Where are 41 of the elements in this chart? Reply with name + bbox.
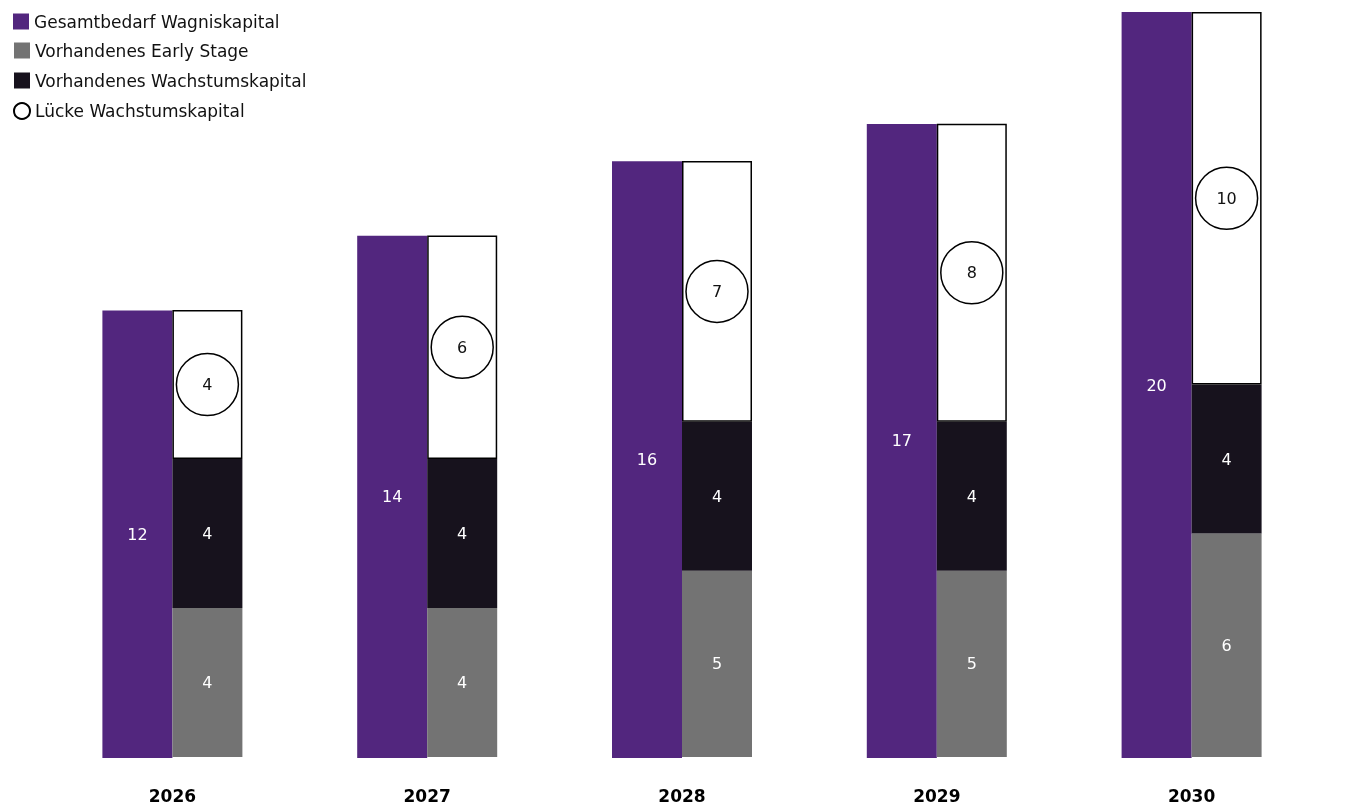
- data-label: 4: [711, 486, 723, 506]
- bar: [936, 570, 1007, 757]
- data-label: 4: [457, 524, 468, 543]
- bar: [357, 235, 428, 758]
- data-label: 16: [636, 450, 658, 470]
- legend-label: Vorhandenes Wachstumskapital: [35, 70, 307, 91]
- data-label: 4: [966, 486, 977, 506]
- data-label: 4: [202, 524, 213, 543]
- data-label: 20: [1146, 375, 1167, 395]
- bar: [682, 421, 752, 571]
- data-label: 4: [457, 673, 468, 692]
- data-label: 5: [711, 654, 723, 674]
- x-tick-label: 2028: [658, 785, 706, 806]
- bar: [102, 310, 173, 758]
- data-label: 17: [891, 431, 912, 451]
- data-label: 5: [966, 654, 977, 674]
- data-label: 4: [1221, 449, 1232, 469]
- bar: [427, 608, 498, 757]
- legend-label: Vorhandenes Early Stage: [35, 40, 249, 61]
- bar: [1191, 384, 1262, 534]
- bar: [427, 459, 498, 608]
- bar: [866, 123, 937, 758]
- x-tick-label: 2030: [1167, 785, 1216, 806]
- data-label: 8: [966, 263, 977, 283]
- data-label: 4: [202, 375, 213, 394]
- legend-label: Gesamtbedarf Wagniskapital: [34, 11, 280, 32]
- x-tick-label: 2029: [913, 785, 961, 806]
- data-label: 7: [711, 281, 723, 301]
- data-label: 12: [127, 524, 148, 544]
- bar: [612, 161, 682, 758]
- data-label: 6: [457, 337, 468, 357]
- bar: [936, 421, 1007, 571]
- x-tick-label: 2027: [403, 785, 451, 806]
- data-label: 14: [382, 487, 403, 507]
- data-label: 10: [1216, 188, 1237, 208]
- data-label: 4: [202, 673, 213, 692]
- legend-label: Lücke Wachstumskapital: [35, 101, 245, 121]
- bar: [1191, 533, 1262, 757]
- x-tick-label: 2026: [148, 785, 197, 806]
- data-label: 6: [1221, 635, 1232, 655]
- bar: [682, 570, 752, 757]
